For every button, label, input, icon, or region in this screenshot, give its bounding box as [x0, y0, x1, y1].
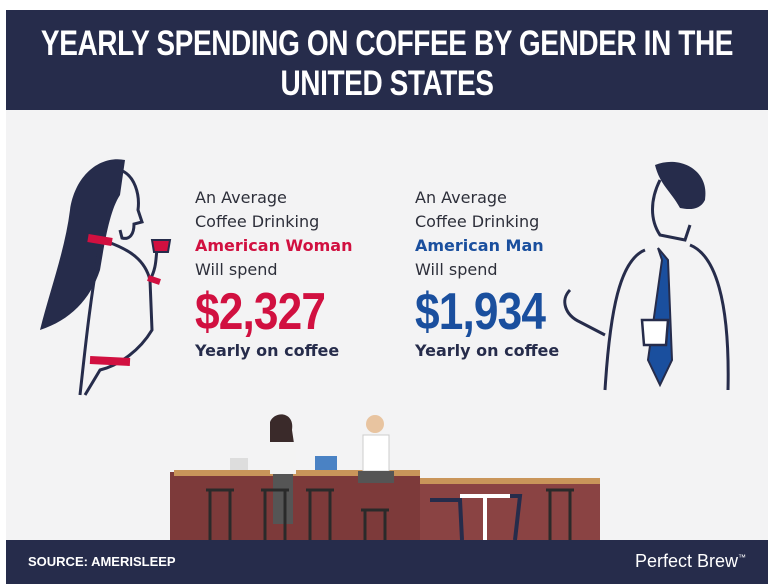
cafe-illustration: [170, 414, 600, 540]
title-box: YEARLY SPENDING ON COFFEE BY GENDER IN T…: [6, 24, 768, 104]
verb: Will spend: [195, 260, 278, 279]
woman-illustration: [40, 159, 172, 396]
title: YEARLY SPENDING ON COFFEE BY GENDER IN T…: [40, 24, 734, 103]
who: American Man: [415, 236, 544, 255]
woman-panel: An Average Coffee Drinking American Woma…: [195, 186, 352, 362]
footer: SOURCE: AMERISLEEP Perfect Brew™: [6, 540, 768, 584]
verb: Will spend: [415, 260, 498, 279]
brand: Perfect Brew™: [635, 551, 746, 572]
man-illustration: [563, 161, 730, 391]
trademark: ™: [738, 553, 746, 562]
amount: $1,934: [415, 283, 546, 341]
who: American Woman: [195, 236, 353, 255]
period: Yearly on coffee: [415, 341, 560, 360]
brand-name: Perfect Brew: [634, 551, 738, 571]
intro: An Average: [195, 188, 287, 207]
man-panel: An Average Coffee Drinking American Man …: [415, 186, 568, 362]
source: SOURCE: AMERISLEEP: [28, 554, 176, 569]
period: Yearly on coffee: [195, 341, 340, 360]
intro: Coffee Drinking: [415, 212, 540, 231]
amount: $2,327: [195, 283, 326, 341]
intro: Coffee Drinking: [195, 212, 320, 231]
intro: An Average: [415, 188, 507, 207]
header: YEARLY SPENDING ON COFFEE BY GENDER IN T…: [6, 10, 768, 110]
